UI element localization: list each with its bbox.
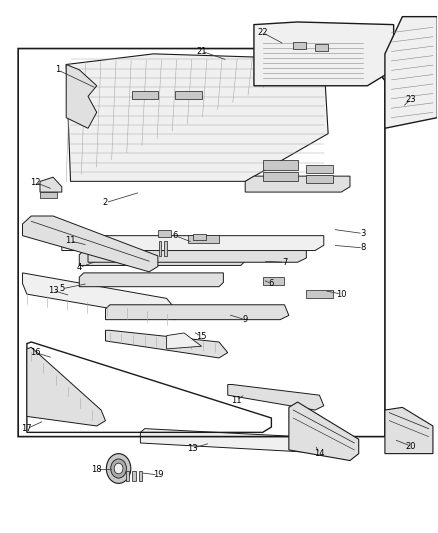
Polygon shape [88,248,306,262]
Polygon shape [228,384,324,410]
Polygon shape [62,236,324,251]
Text: 11: 11 [231,396,242,405]
Polygon shape [159,241,161,256]
Polygon shape [132,91,158,99]
Polygon shape [306,175,332,182]
Polygon shape [263,160,297,169]
Polygon shape [289,402,359,461]
Text: 6: 6 [173,231,178,240]
Polygon shape [263,277,285,285]
Polygon shape [40,192,57,198]
Text: 1: 1 [55,66,60,74]
Polygon shape [22,273,175,320]
Polygon shape [166,333,201,349]
Text: 16: 16 [30,348,41,357]
Polygon shape [106,305,289,320]
Circle shape [114,463,123,474]
Text: 23: 23 [406,94,417,103]
Polygon shape [79,251,245,265]
Polygon shape [306,165,332,173]
Polygon shape [254,22,394,86]
Text: 19: 19 [152,471,163,479]
Polygon shape [315,44,328,51]
Polygon shape [385,17,437,128]
Polygon shape [141,429,324,453]
Text: 21: 21 [196,47,207,55]
Circle shape [111,459,127,478]
Polygon shape [245,176,350,192]
Text: 20: 20 [406,442,417,451]
Polygon shape [66,54,328,181]
Polygon shape [106,330,228,358]
Text: 8: 8 [360,244,366,253]
Polygon shape [188,235,219,243]
Polygon shape [306,290,332,298]
Text: 14: 14 [314,449,325,458]
Text: 13: 13 [187,444,198,453]
Text: 17: 17 [21,424,32,433]
Text: 11: 11 [65,237,76,246]
Polygon shape [385,407,433,454]
Text: 2: 2 [103,198,108,207]
Text: 13: 13 [48,286,58,295]
Text: 9: 9 [243,315,248,324]
Circle shape [106,454,131,483]
Text: 22: 22 [258,28,268,37]
Text: 6: 6 [268,279,274,288]
Polygon shape [164,241,167,256]
Text: 5: 5 [59,284,64,293]
Polygon shape [175,91,201,99]
Polygon shape [126,471,129,481]
Text: 7: 7 [282,258,287,266]
Polygon shape [27,348,106,426]
Polygon shape [22,216,158,272]
Polygon shape [193,233,206,240]
Polygon shape [132,471,136,481]
Polygon shape [79,273,223,287]
Polygon shape [40,177,62,192]
Text: 18: 18 [92,465,102,474]
Text: 4: 4 [77,263,82,272]
Polygon shape [139,471,142,481]
Polygon shape [263,172,297,181]
Text: 10: 10 [336,289,346,298]
Polygon shape [66,64,97,128]
Polygon shape [158,230,171,237]
Polygon shape [293,42,306,49]
Text: 12: 12 [30,178,41,187]
Text: 3: 3 [360,229,366,238]
Text: 15: 15 [196,332,207,341]
